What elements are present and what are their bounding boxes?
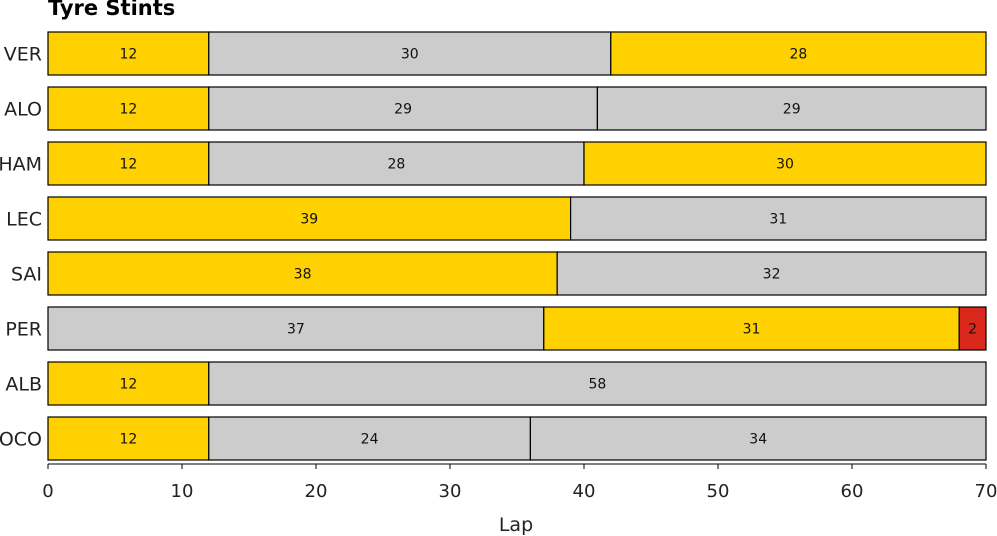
driver-label-alo: ALO (4, 99, 42, 121)
x-tick-label-30: 30 (439, 481, 462, 502)
stint-label-ham-2: 28 (387, 157, 405, 173)
driver-label-oco: OCO (0, 429, 42, 451)
stint-label-alb-2: 58 (588, 377, 606, 393)
driver-label-ham: HAM (0, 154, 42, 176)
stint-bar-oco-3 (529, 416, 987, 461)
driver-label-lec: LEC (6, 209, 42, 231)
stint-label-ham-3: 30 (776, 157, 794, 173)
stint-label-ver-3: 28 (789, 47, 807, 63)
chart-title: Tyre Stints (48, 0, 176, 20)
stint-label-per-3: 2 (968, 322, 977, 338)
stint-label-oco-2: 24 (361, 432, 379, 448)
stint-label-oco-1: 12 (119, 432, 137, 448)
stint-label-ver-2: 30 (401, 47, 419, 63)
stint-label-lec-2: 31 (769, 212, 787, 228)
stint-label-ham-1: 12 (119, 157, 137, 173)
stint-label-oco-3: 34 (749, 432, 767, 448)
stint-bar-per-3 (958, 306, 987, 351)
x-tick-label-50: 50 (707, 481, 730, 502)
stint-bar-ham-2 (208, 141, 585, 186)
stint-bar-ham-1 (47, 141, 210, 186)
stint-bar-alb-2 (208, 361, 987, 406)
stint-label-alo-3: 29 (783, 102, 801, 118)
stint-label-sai-2: 32 (763, 267, 781, 283)
driver-labels: VER ALO HAM LEC SAI PER ALB OCO (0, 44, 42, 451)
stint-bar-per-1 (47, 306, 545, 351)
x-tick-label-70: 70 (975, 481, 997, 502)
driver-label-per: PER (5, 319, 42, 341)
stint-label-per-1: 37 (287, 322, 305, 338)
stint-bars: 12 30 28 12 29 29 12 28 30 39 31 38 32 37 31 2 12 58 12 24 3… (47, 31, 987, 461)
driver-label-alb: ALB (5, 374, 42, 396)
stint-bar-ham-3 (583, 141, 987, 186)
stint-bar-lec-1 (47, 196, 572, 241)
stint-bar-alo-3 (596, 86, 987, 131)
x-axis: 0 10 20 30 40 50 60 70 (42, 463, 997, 502)
stint-bar-ver-2 (208, 31, 612, 76)
stint-bar-sai-1 (47, 251, 558, 296)
x-axis-label: Lap (499, 514, 533, 536)
stint-label-alo-2: 29 (394, 102, 412, 118)
x-tick-label-10: 10 (171, 481, 194, 502)
stint-label-sai-1: 38 (294, 267, 312, 283)
x-tick-label-20: 20 (305, 481, 328, 502)
stint-bar-sai-2 (556, 251, 987, 296)
stint-label-lec-1: 39 (300, 212, 318, 228)
stint-label-ver-1: 12 (119, 47, 137, 63)
stint-bar-alo-2 (208, 86, 599, 131)
driver-label-sai: SAI (11, 264, 42, 286)
x-tick-label-60: 60 (841, 481, 864, 502)
stint-label-alb-1: 12 (119, 377, 137, 393)
stint-bar-ver-3 (610, 31, 987, 76)
stint-bar-per-2 (543, 306, 960, 351)
stint-bar-lec-2 (569, 196, 987, 241)
driver-label-ver: VER (4, 44, 42, 66)
stint-bar-oco-1 (47, 416, 210, 461)
x-tick-label-0: 0 (42, 481, 53, 502)
x-tick-label-40: 40 (573, 481, 596, 502)
stint-label-per-2: 31 (743, 322, 761, 338)
stint-label-alo-1: 12 (119, 102, 137, 118)
